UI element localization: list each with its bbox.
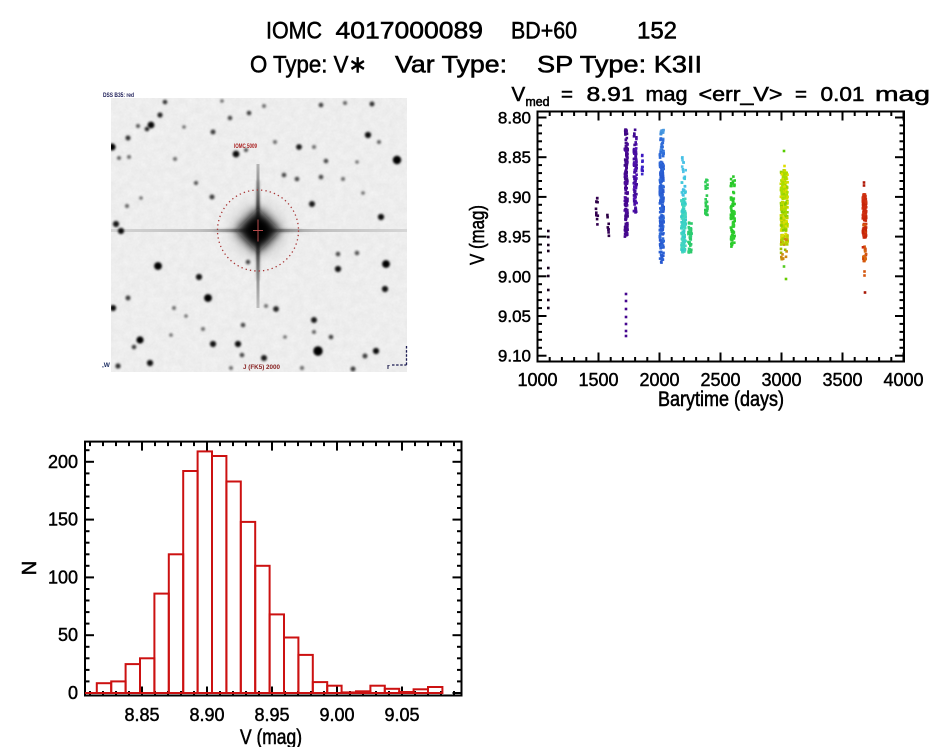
svg-text:150: 150 — [48, 510, 78, 530]
svg-text:,W: ,W — [102, 362, 111, 369]
svg-text:V: V — [512, 83, 526, 106]
svg-text:mag: mag — [875, 83, 930, 106]
svg-text:4017000089: 4017000089 — [336, 18, 484, 45]
svg-text:SP Type: K3II: SP Type: K3II — [537, 52, 702, 79]
svg-text:50: 50 — [58, 625, 78, 645]
svg-text:mag: mag — [646, 83, 688, 106]
svg-text:9.10: 9.10 — [498, 347, 531, 366]
svg-text:8.85: 8.85 — [124, 705, 159, 725]
svg-text:0.01: 0.01 — [821, 83, 865, 106]
svg-text:IOMC: IOMC — [266, 18, 322, 45]
svg-text:Barytime (days): Barytime (days) — [658, 388, 784, 411]
svg-text:V (mag): V (mag) — [240, 726, 302, 747]
svg-text:9.00: 9.00 — [498, 267, 531, 286]
svg-text:4000: 4000 — [883, 370, 923, 390]
svg-text:DSS B35: red: DSS B35: red — [103, 93, 134, 99]
svg-text:2500: 2500 — [700, 370, 740, 390]
svg-text:8.90: 8.90 — [189, 705, 224, 725]
svg-text:8.91: 8.91 — [587, 83, 635, 106]
svg-text:3000: 3000 — [761, 370, 801, 390]
svg-text:8.95: 8.95 — [254, 705, 289, 725]
svg-text:0: 0 — [68, 683, 78, 703]
svg-text:100: 100 — [48, 567, 78, 587]
svg-text:<err_V>: <err_V> — [699, 83, 783, 106]
svg-text:N: N — [19, 561, 41, 575]
svg-text:3500: 3500 — [822, 370, 862, 390]
svg-text:=: = — [795, 83, 807, 106]
svg-text:O Type: V∗: O Type: V∗ — [250, 52, 367, 79]
svg-text:8.80: 8.80 — [498, 109, 531, 128]
svg-text:8.90: 8.90 — [498, 188, 531, 207]
svg-text:200: 200 — [48, 452, 78, 472]
svg-text:9.00: 9.00 — [319, 705, 354, 725]
svg-text:r: r — [387, 364, 390, 371]
svg-text:1500: 1500 — [578, 370, 618, 390]
svg-text:=: = — [561, 83, 573, 106]
svg-text:1000: 1000 — [517, 370, 557, 390]
svg-text:BD+60: BD+60 — [511, 18, 577, 45]
svg-text:9.05: 9.05 — [498, 307, 531, 326]
svg-text:8.85: 8.85 — [498, 148, 531, 167]
svg-text:152: 152 — [637, 18, 677, 45]
svg-text:2000: 2000 — [639, 370, 679, 390]
svg-text:Var Type:: Var Type: — [395, 52, 507, 79]
svg-text:9.05: 9.05 — [384, 705, 419, 725]
svg-text:8.95: 8.95 — [498, 228, 531, 247]
svg-text:IOMC 5009: IOMC 5009 — [234, 144, 257, 150]
svg-text:J (FK5) 2000: J (FK5) 2000 — [243, 365, 281, 371]
svg-text:V (mag): V (mag) — [467, 205, 489, 265]
svg-text:med: med — [526, 95, 550, 109]
